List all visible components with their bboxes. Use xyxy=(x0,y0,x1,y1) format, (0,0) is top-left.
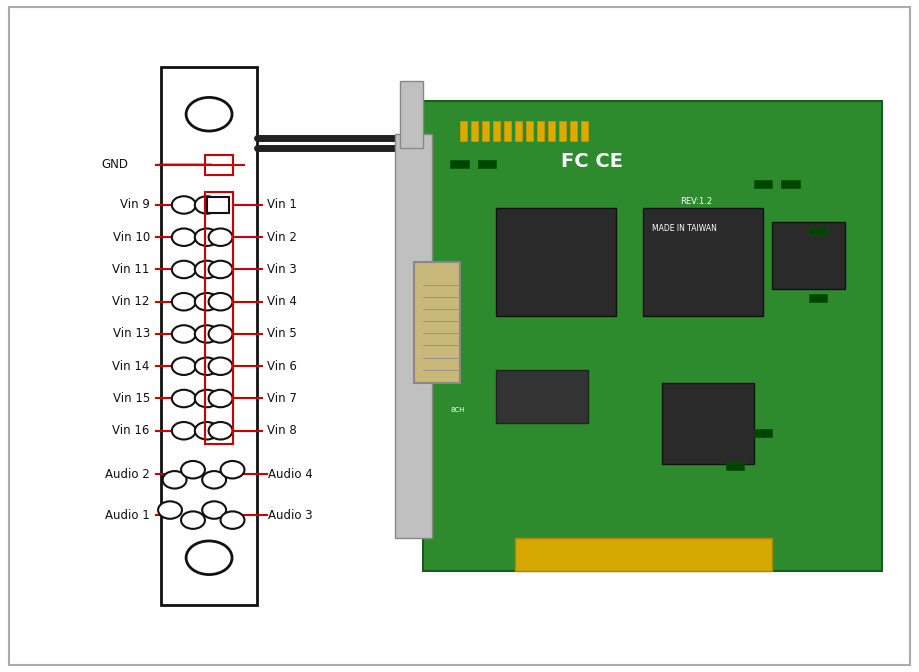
Circle shape xyxy=(195,261,219,278)
Bar xyxy=(496,208,616,316)
Circle shape xyxy=(195,196,219,214)
Bar xyxy=(205,155,233,175)
Circle shape xyxy=(195,325,219,343)
Text: Vin 8: Vin 8 xyxy=(267,424,296,437)
Circle shape xyxy=(172,422,196,439)
Circle shape xyxy=(209,358,233,375)
Bar xyxy=(205,192,233,444)
Text: Vin 15: Vin 15 xyxy=(112,392,150,405)
Text: Vin 13: Vin 13 xyxy=(112,327,150,341)
Bar xyxy=(537,121,544,141)
Bar xyxy=(450,160,469,168)
Circle shape xyxy=(209,422,233,439)
Text: Audio 3: Audio 3 xyxy=(268,509,313,522)
Circle shape xyxy=(209,293,233,310)
Text: Vin 16: Vin 16 xyxy=(112,424,150,437)
Text: Vin 3: Vin 3 xyxy=(267,263,296,276)
Circle shape xyxy=(209,325,233,343)
Bar xyxy=(526,121,533,141)
Circle shape xyxy=(195,293,219,310)
Circle shape xyxy=(209,261,233,278)
Bar xyxy=(548,121,555,141)
Circle shape xyxy=(181,461,205,478)
Text: 8CH: 8CH xyxy=(450,407,465,413)
Circle shape xyxy=(186,97,232,131)
Circle shape xyxy=(221,511,244,529)
Circle shape xyxy=(181,511,205,529)
Text: Vin 7: Vin 7 xyxy=(267,392,297,405)
Text: Vin 12: Vin 12 xyxy=(112,295,150,308)
Bar xyxy=(471,121,478,141)
Text: Audio 2: Audio 2 xyxy=(105,468,150,481)
Circle shape xyxy=(186,541,232,575)
Text: Audio 4: Audio 4 xyxy=(268,468,313,481)
Bar xyxy=(809,294,827,302)
Text: Vin 11: Vin 11 xyxy=(112,263,150,276)
Text: MADE IN TAIWAN: MADE IN TAIWAN xyxy=(652,224,718,233)
Text: Vin 9: Vin 9 xyxy=(119,198,150,212)
Bar xyxy=(559,121,566,141)
Circle shape xyxy=(209,228,233,246)
Text: Vin 5: Vin 5 xyxy=(267,327,296,341)
Bar xyxy=(493,121,500,141)
Bar xyxy=(482,121,489,141)
Bar xyxy=(504,121,511,141)
Text: Vin 10: Vin 10 xyxy=(112,230,150,244)
Bar xyxy=(423,101,882,571)
Circle shape xyxy=(172,261,196,278)
Circle shape xyxy=(172,358,196,375)
Bar xyxy=(478,160,496,168)
Bar xyxy=(207,197,229,213)
Bar xyxy=(581,121,588,141)
Bar xyxy=(754,429,772,437)
Bar xyxy=(726,462,744,470)
Circle shape xyxy=(209,390,233,407)
Bar xyxy=(662,383,754,464)
Bar xyxy=(809,227,827,235)
Text: GND: GND xyxy=(102,158,129,171)
Text: Vin 2: Vin 2 xyxy=(267,230,297,244)
Circle shape xyxy=(221,461,244,478)
Bar xyxy=(781,180,800,188)
Text: Vin 14: Vin 14 xyxy=(112,360,150,373)
Circle shape xyxy=(195,422,219,439)
Text: FC CE: FC CE xyxy=(561,152,622,171)
Text: REV:1.2: REV:1.2 xyxy=(680,197,712,206)
Text: Audio 1: Audio 1 xyxy=(105,509,150,522)
Circle shape xyxy=(172,325,196,343)
Circle shape xyxy=(163,471,187,489)
Bar xyxy=(643,208,763,316)
Circle shape xyxy=(172,293,196,310)
Bar xyxy=(515,538,772,571)
Bar xyxy=(515,121,522,141)
Circle shape xyxy=(195,390,219,407)
Circle shape xyxy=(158,501,182,519)
Circle shape xyxy=(195,358,219,375)
Bar xyxy=(395,134,432,538)
Bar xyxy=(570,121,577,141)
Bar xyxy=(772,222,845,289)
Text: Vin 4: Vin 4 xyxy=(267,295,297,308)
Circle shape xyxy=(172,390,196,407)
FancyBboxPatch shape xyxy=(9,7,910,665)
Bar xyxy=(400,81,423,148)
Bar xyxy=(754,180,772,188)
Text: Vin 1: Vin 1 xyxy=(267,198,297,212)
Bar xyxy=(496,370,588,423)
Circle shape xyxy=(195,228,219,246)
Circle shape xyxy=(202,501,226,519)
Bar xyxy=(161,67,257,605)
Circle shape xyxy=(172,196,196,214)
Text: Vin 6: Vin 6 xyxy=(267,360,297,373)
Circle shape xyxy=(202,471,226,489)
Circle shape xyxy=(172,228,196,246)
Bar xyxy=(414,262,460,383)
Bar xyxy=(460,121,467,141)
